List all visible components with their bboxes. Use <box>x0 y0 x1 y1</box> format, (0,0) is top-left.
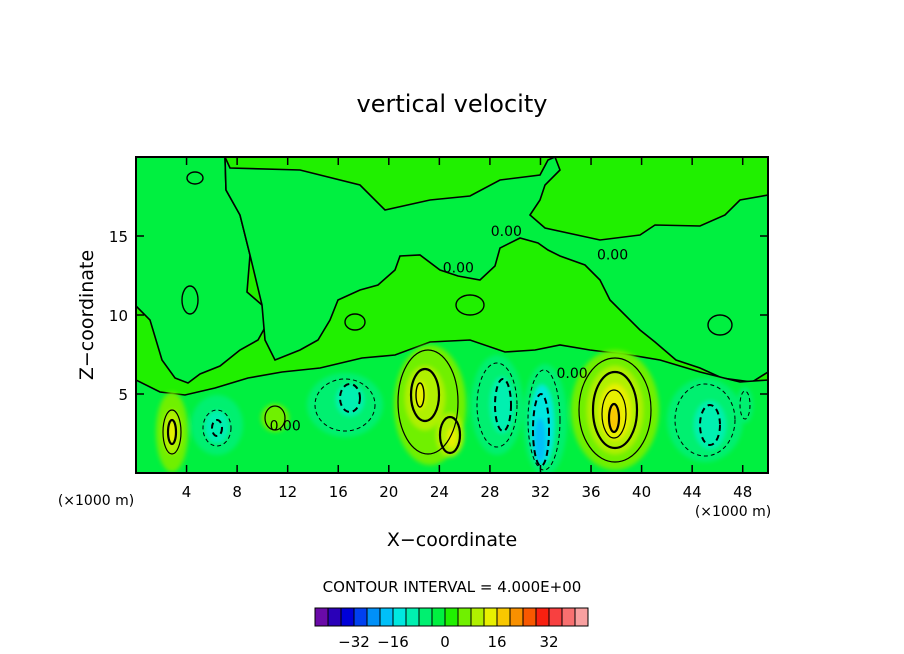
x-axis-label: X−coordinate <box>387 529 517 551</box>
colorbar-tick-label: −32 <box>338 633 370 651</box>
colorbar-tick-label: −16 <box>377 633 409 651</box>
colorbar-swatch <box>561 607 576 627</box>
colorbar-swatch <box>496 607 511 627</box>
x-tick-label: 32 <box>531 483 550 501</box>
colorbar-swatch <box>314 607 329 627</box>
colorbar-swatch <box>353 607 368 627</box>
x-tick-label: 24 <box>430 483 449 501</box>
colorbar-swatch <box>366 607 381 627</box>
colorbar-swatch <box>548 607 563 627</box>
colorbar-tick-label: 0 <box>440 633 450 651</box>
contour-labels: 0.00 0.00 0.00 0.00 0.00 <box>270 224 629 434</box>
colorbar-swatch <box>535 607 550 627</box>
colorbar-swatch <box>327 607 342 627</box>
colorbar-swatch <box>405 607 420 627</box>
contour-label: 0.00 <box>597 248 628 264</box>
y-tick-label: 15 <box>109 228 128 246</box>
colorbar-swatch <box>509 607 524 627</box>
colorbar-swatch <box>431 607 446 627</box>
colorbar-tick-label: 32 <box>539 633 558 651</box>
x-tick-label: 8 <box>232 483 242 501</box>
contour-label: 0.00 <box>556 366 587 382</box>
x-tick-label: 4 <box>182 483 192 501</box>
colorbar-swatch <box>418 607 433 627</box>
contour-label: 0.00 <box>491 224 522 240</box>
contour-interval-text: CONTOUR INTERVAL = 4.000E+00 <box>323 578 582 596</box>
colorbar-swatch <box>457 607 472 627</box>
x-tick-label: 44 <box>683 483 702 501</box>
plot-area: 0.00 0.00 0.00 0.00 0.00 <box>136 157 768 473</box>
x-tick-label: 28 <box>480 483 499 501</box>
x-tick-label: 40 <box>632 483 651 501</box>
contour-lines <box>162 171 751 471</box>
contour-label: 0.00 <box>270 418 301 434</box>
y-axis-label: Z−coordinate <box>76 250 98 380</box>
x-unit-left: (×1000 m) <box>58 493 134 509</box>
colorbar-swatch <box>444 607 459 627</box>
x-tick-label: 36 <box>581 483 600 501</box>
colorbar-swatch <box>574 607 589 627</box>
colorbar-swatch <box>379 607 394 627</box>
x-unit-right: (×1000 m) <box>695 504 771 520</box>
colorbar: −32 −16 0 16 32 <box>314 607 589 651</box>
y-tick-label: 10 <box>109 307 128 325</box>
colorbar-swatch <box>483 607 498 627</box>
y-tick-label: 5 <box>118 386 128 404</box>
colorbar-swatch <box>470 607 485 627</box>
top-pocket <box>224 157 556 211</box>
colorbar-tick-label: 16 <box>487 633 506 651</box>
x-tick-label: 16 <box>329 483 348 501</box>
colorbar-swatch <box>392 607 407 627</box>
chart-title: vertical velocity <box>357 90 548 118</box>
x-tick-label: 48 <box>733 483 752 501</box>
top-right-pocket <box>528 157 768 241</box>
colorbar-swatch <box>522 607 537 627</box>
colorbar-swatch <box>340 607 355 627</box>
x-tick-label: 20 <box>379 483 398 501</box>
x-tick-label: 12 <box>278 483 297 501</box>
contour-label: 0.00 <box>443 260 474 276</box>
